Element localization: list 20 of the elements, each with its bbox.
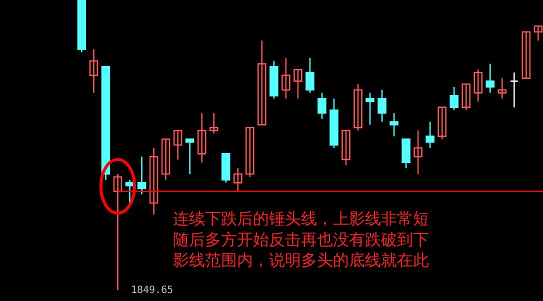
candlestick [510, 72, 519, 108]
candlestick [366, 92, 374, 126]
candlestick [378, 89, 386, 122]
candlestick [330, 98, 338, 149]
candlestick [522, 31, 531, 79]
candlestick [306, 57, 314, 94]
candlestick [354, 83, 362, 132]
candlestick [185, 138, 194, 175]
candlestick [294, 68, 302, 100]
candlestick [270, 60, 278, 100]
candlestick [438, 106, 446, 140]
candlestick [282, 57, 290, 100]
annotation: 连续下跌后的锤头线，上影线非常短随后多方开始反击再也没有跌破到下影线范围内，说明多头的底线就在此 [173, 209, 429, 270]
candlestick [318, 92, 326, 120]
annotation: 1849.65 [131, 285, 174, 296]
candlestick [402, 138, 410, 169]
candlestick [342, 130, 350, 166]
candlestick [426, 121, 434, 149]
candlestick [414, 130, 422, 175]
candlestick [390, 112, 398, 137]
